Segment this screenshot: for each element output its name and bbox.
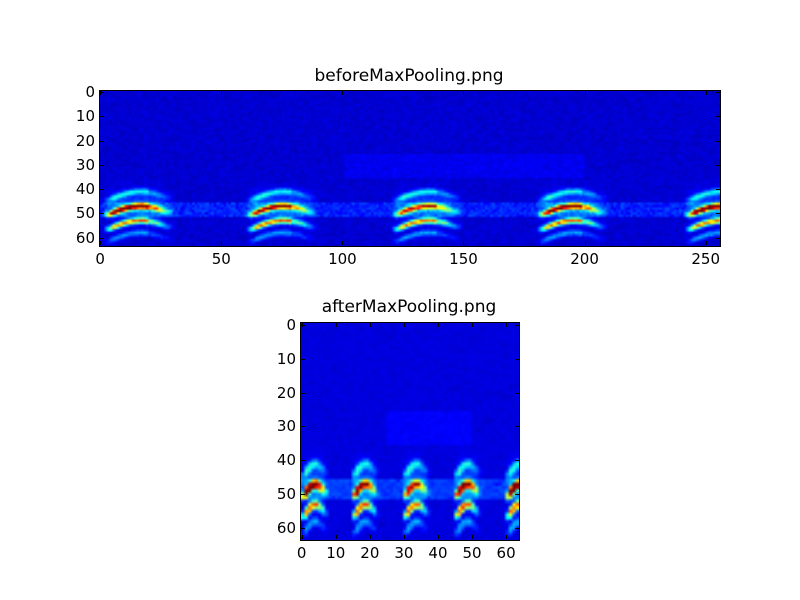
y-tick-mark [100,164,104,166]
x-tick-mark [100,241,102,245]
y-tick-mark [301,358,305,360]
x-tick-label: 10 [326,544,346,562]
x-tick-mark [342,241,344,245]
y-tick-mark [301,528,305,530]
x-tick-mark [437,323,439,327]
y-tick-label: 20 [75,131,95,150]
y-tick-mark [100,92,104,94]
x-tick-mark [221,91,223,95]
y-tick-mark [100,140,104,142]
top-heatmap-axes [99,90,721,247]
bottom-heatmap-axes [300,322,520,541]
x-tick-label: 40 [428,544,448,562]
x-tick-label: 30 [394,544,414,562]
x-tick-mark [705,91,707,95]
y-tick-label: 10 [276,349,296,368]
x-tick-label: 60 [496,544,516,562]
y-tick-mark [100,116,104,118]
y-tick-label: 60 [276,519,296,538]
y-tick-mark [100,213,104,215]
x-tick-mark [584,241,586,245]
y-tick-label: 60 [75,228,95,247]
x-tick-label: 20 [360,544,380,562]
x-tick-mark [506,323,508,327]
y-tick-mark [716,140,720,142]
x-tick-mark [705,241,707,245]
x-tick-mark [342,91,344,95]
y-tick-mark [301,392,305,394]
x-tick-mark [369,323,371,327]
x-tick-label: 250 [691,250,720,268]
x-tick-label: 100 [328,250,357,268]
y-tick-mark [515,460,519,462]
x-tick-mark [472,323,474,327]
y-tick-mark [301,426,305,428]
x-tick-label: 200 [570,250,599,268]
x-tick-label: 0 [296,544,307,562]
y-tick-label: 50 [276,485,296,504]
x-tick-label: 0 [95,250,105,268]
bottom-chart-title: afterMaxPooling.png [321,297,497,317]
x-tick-mark [472,535,474,539]
y-tick-mark [716,164,720,166]
y-tick-mark [100,237,104,239]
y-tick-label: 0 [85,83,95,102]
y-tick-mark [515,392,519,394]
x-tick-mark [221,241,223,245]
y-tick-mark [515,494,519,496]
x-tick-label: 150 [449,250,478,268]
y-tick-label: 0 [286,315,296,334]
y-tick-label: 30 [276,417,296,436]
y-tick-mark [515,324,519,326]
y-tick-mark [716,237,720,239]
y-tick-mark [716,116,720,118]
top-heatmap-image [100,91,720,246]
y-tick-label: 50 [75,204,95,223]
y-tick-mark [716,92,720,94]
x-tick-mark [301,535,303,539]
y-tick-mark [716,189,720,191]
x-tick-mark [463,91,465,95]
x-tick-mark [335,535,337,539]
x-tick-mark [403,535,405,539]
y-tick-mark [515,358,519,360]
y-tick-mark [301,494,305,496]
x-tick-mark [506,535,508,539]
top-chart-title: beforeMaxPooling.png [314,66,504,86]
x-tick-mark [584,91,586,95]
y-tick-mark [716,213,720,215]
y-tick-mark [100,189,104,191]
y-tick-mark [515,426,519,428]
x-tick-mark [369,535,371,539]
y-tick-mark [301,460,305,462]
x-tick-label: 50 [462,544,482,562]
y-tick-mark [301,324,305,326]
y-tick-label: 40 [75,180,95,199]
x-tick-mark [335,323,337,327]
x-tick-mark [437,535,439,539]
y-tick-label: 10 [75,107,95,126]
x-tick-label: 50 [211,250,231,268]
x-tick-mark [403,323,405,327]
bottom-heatmap-image [301,323,519,540]
x-tick-mark [463,241,465,245]
y-tick-label: 30 [75,155,95,174]
y-tick-mark [515,528,519,530]
y-tick-label: 40 [276,451,296,470]
y-tick-label: 20 [276,383,296,402]
